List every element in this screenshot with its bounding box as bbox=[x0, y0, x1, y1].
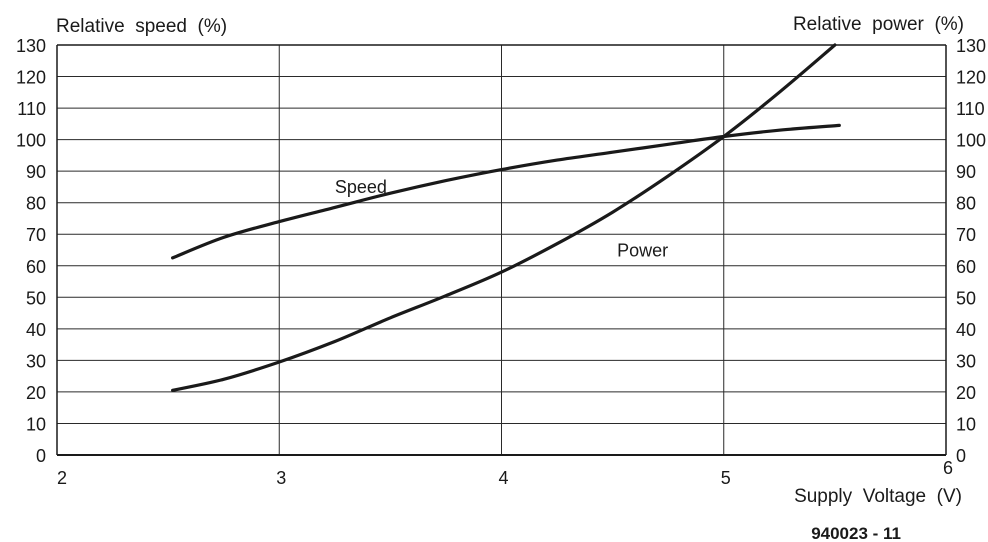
y-tick-label-left: 80 bbox=[26, 194, 46, 214]
x-tick-label: 2 bbox=[57, 468, 67, 488]
y-tick-label-right: 110 bbox=[956, 99, 985, 119]
y-tick-label-right: 40 bbox=[956, 320, 976, 340]
y-tick-label-left: 90 bbox=[26, 162, 46, 182]
x-tick-label: 4 bbox=[498, 468, 508, 488]
y-tick-label-left: 60 bbox=[26, 257, 46, 277]
left-axis-title: Relative speed (%) bbox=[56, 16, 227, 37]
right-axis-title: Relative power (%) bbox=[793, 14, 964, 35]
y-tick-label-right: 20 bbox=[956, 383, 976, 403]
y-tick-label-left: 50 bbox=[26, 288, 46, 308]
power-line bbox=[171, 43, 837, 392]
series-lines bbox=[171, 43, 841, 392]
y-tick-label-left: 30 bbox=[26, 351, 46, 371]
y-tick-label-right: 70 bbox=[956, 225, 976, 245]
y-tick-label-left: 40 bbox=[26, 320, 46, 340]
x-axis-title: Supply Voltage (V) bbox=[794, 486, 962, 507]
y-tick-label-right: 30 bbox=[956, 351, 976, 371]
y-tick-label-right: 130 bbox=[956, 36, 986, 56]
power-series-label: Power bbox=[617, 240, 668, 260]
y-tick-label-left: 130 bbox=[16, 36, 46, 56]
y-tick-label-left: 10 bbox=[26, 414, 46, 434]
x-tick-label: 5 bbox=[721, 468, 731, 488]
y-tick-label-right: 90 bbox=[956, 162, 976, 182]
y-tick-label-left: 70 bbox=[26, 225, 46, 245]
speed-line bbox=[171, 123, 841, 260]
grid bbox=[57, 45, 946, 455]
axes bbox=[56, 44, 947, 456]
y-tick-label-left: 20 bbox=[26, 383, 46, 403]
y-tick-label-right: 80 bbox=[956, 194, 976, 214]
y-tick-label-right: 10 bbox=[956, 414, 976, 434]
tick-labels: 0 0 10 10 20 20 30 30 40 40 50 50 60 60 70 70 80 80 90 90 10… bbox=[16, 36, 986, 488]
figure-id: 940023 - 11 bbox=[811, 524, 901, 542]
y-tick-label-left: 120 bbox=[16, 68, 46, 88]
x-tick-label: 3 bbox=[276, 468, 286, 488]
y-tick-label-right: 50 bbox=[956, 288, 976, 308]
y-tick-label-right: 120 bbox=[956, 68, 986, 88]
y-tick-label-right: 60 bbox=[956, 257, 976, 277]
y-tick-label-right: 100 bbox=[956, 131, 986, 151]
y-tick-label-left: 110 bbox=[17, 99, 46, 119]
y-tick-label-right: 0 bbox=[956, 446, 966, 466]
speed-series-label: Speed bbox=[335, 177, 387, 197]
y-tick-label-left: 100 bbox=[16, 131, 46, 151]
y-tick-label-left: 0 bbox=[36, 446, 46, 466]
x-tick-label: 6 bbox=[943, 458, 953, 478]
